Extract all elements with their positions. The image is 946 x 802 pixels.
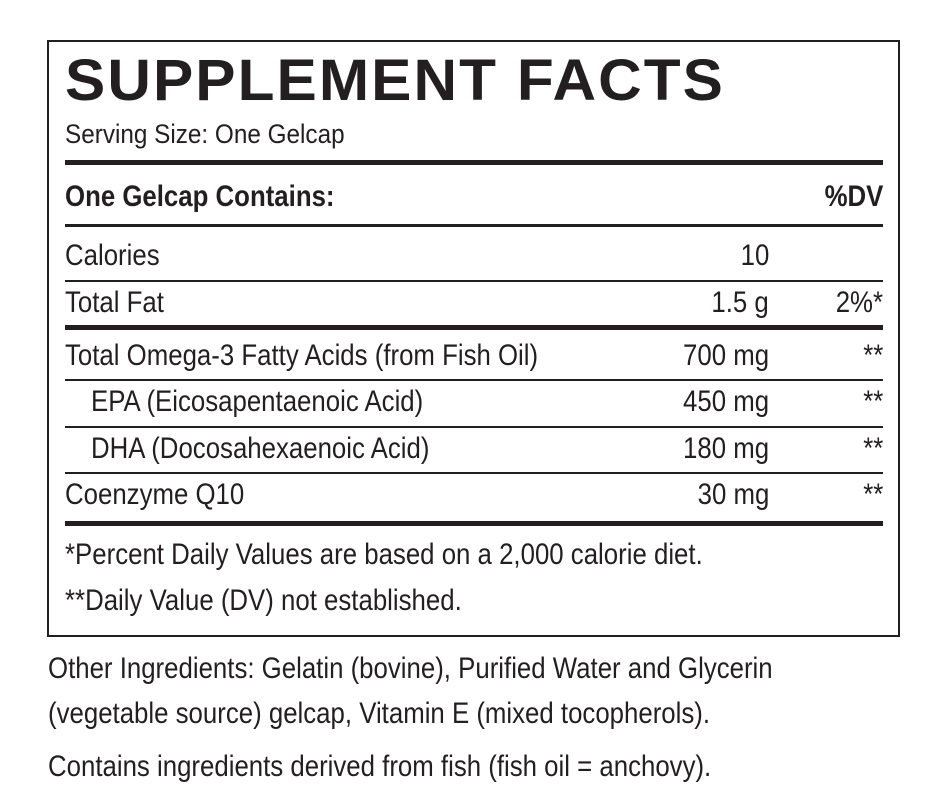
header-bottom-rule xyxy=(65,224,883,227)
supplement-facts-panel: SUPPLEMENT FACTS Serving Size: One Gelca… xyxy=(47,40,900,637)
nutrient-dv: ** xyxy=(862,385,883,418)
nutrient-name: EPA (Eicosapentaenoic Acid) xyxy=(91,385,424,418)
nutrient-name: Total Omega-3 Fatty Acids (from Fish Oil… xyxy=(65,339,539,372)
footnote-percent-dv: *Percent Daily Values are based on a 2,0… xyxy=(65,538,703,571)
nutrient-dv: 2%* xyxy=(835,286,883,319)
row-divider xyxy=(65,280,883,282)
row-divider xyxy=(65,379,883,381)
allergen-note: Contains ingredients derived from fish (… xyxy=(48,750,712,783)
table-row: EPA (Eicosapentaenoic Acid) 450 mg ** xyxy=(65,379,883,425)
other-ingredients-line-1: Other Ingredients: Gelatin (bovine), Pur… xyxy=(48,652,773,685)
table-header-row: One Gelcap Contains: %DV xyxy=(65,174,883,220)
nutrient-name: Calories xyxy=(65,239,160,272)
header-top-rule xyxy=(65,160,883,165)
header-name: One Gelcap Contains: xyxy=(65,180,335,213)
nutrient-amount: 30 mg xyxy=(697,478,769,511)
nutrient-name: DHA (Docosahexaenoic Acid) xyxy=(91,432,430,465)
table-row: Coenzyme Q10 30 mg ** xyxy=(65,472,883,518)
nutrient-name: Total Fat xyxy=(65,286,164,319)
serving-size: Serving Size: One Gelcap xyxy=(65,119,345,149)
row-divider xyxy=(65,426,883,428)
row-divider xyxy=(65,472,883,474)
nutrient-dv: ** xyxy=(862,432,883,465)
table-row: DHA (Docosahexaenoic Acid) 180 mg ** xyxy=(65,426,883,472)
footer-rule xyxy=(65,521,883,526)
nutrient-dv: ** xyxy=(862,478,883,511)
table-row: Total Fat 1.5 g 2%* xyxy=(65,280,883,326)
table-row: Total Omega-3 Fatty Acids (from Fish Oil… xyxy=(65,333,883,379)
panel-title: SUPPLEMENT FACTS xyxy=(65,48,725,113)
nutrient-amount: 700 mg xyxy=(682,339,769,372)
other-ingredients-line-2: (vegetable source) gelcap, Vitamin E (mi… xyxy=(48,697,711,730)
nutrient-amount: 450 mg xyxy=(682,385,769,418)
nutrient-amount: 10 xyxy=(740,239,769,272)
footnote-dv-not-established: **Daily Value (DV) not established. xyxy=(65,584,462,617)
nutrient-amount: 1.5 g xyxy=(711,286,769,319)
nutrient-dv: ** xyxy=(862,339,883,372)
table-row: Calories 10 xyxy=(65,233,883,279)
nutrient-amount: 180 mg xyxy=(682,432,769,465)
section-rule xyxy=(65,325,883,330)
nutrient-name: Coenzyme Q10 xyxy=(65,478,245,511)
header-dv: %DV xyxy=(824,180,883,213)
